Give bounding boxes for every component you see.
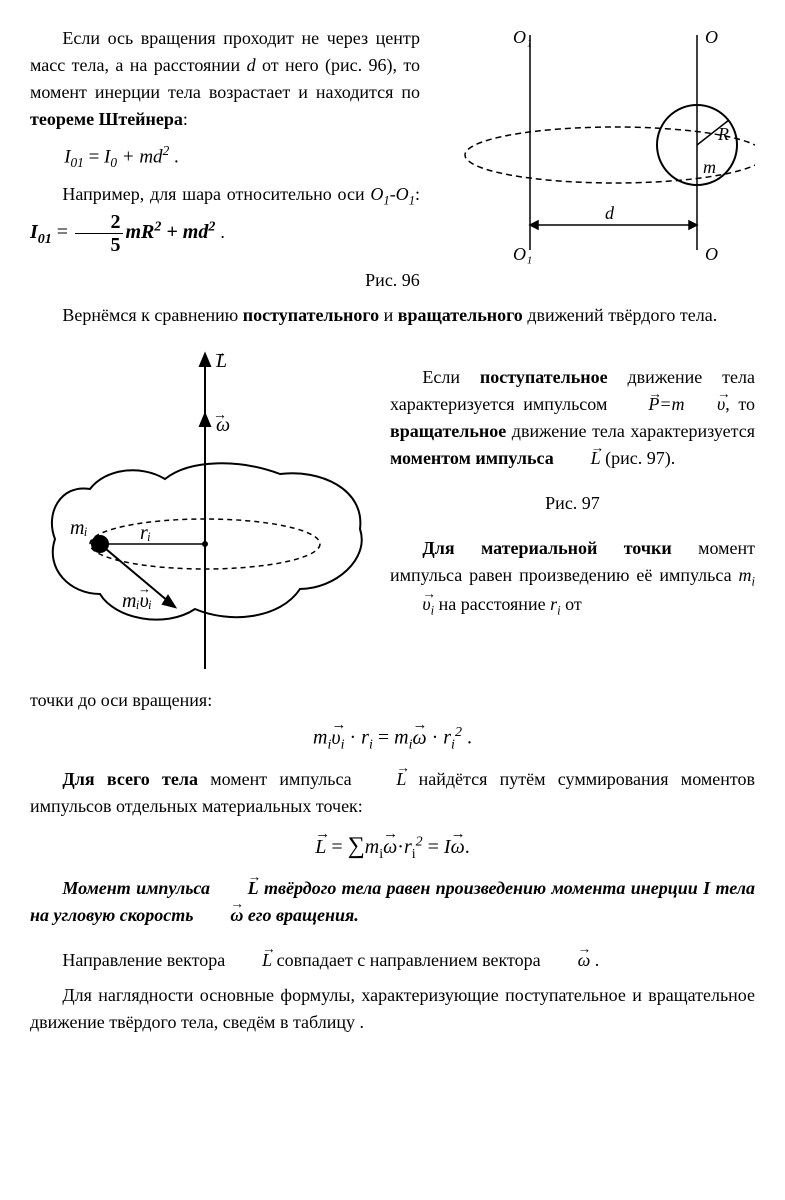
svg-text:→: →: [213, 346, 227, 361]
para-2: Например, для шара относительно оси О1-О…: [30, 181, 420, 255]
lbl-d: d: [605, 203, 615, 223]
para-7: Момент импульса L твёрдого тела равен пр…: [30, 875, 755, 929]
section-momentum: L → ω → mᵢ rᵢ mᵢυᵢ → Если поступательное…: [30, 339, 755, 679]
lbl-mi: mᵢ: [70, 517, 88, 539]
svg-text:→: →: [213, 408, 227, 423]
lbl-O1-bot: O₁: [513, 244, 532, 264]
caption-96: Рис. 96: [30, 267, 755, 294]
formula-4: L = ∑miω·ri2 = Iω.: [30, 828, 755, 865]
svg-text:→: →: [138, 581, 151, 596]
fig96-svg: O₁ O O₁ O R m d: [435, 25, 755, 265]
para-5b: точки до оси вращения:: [30, 687, 755, 714]
para-4: Если поступательное движение тела характ…: [390, 364, 755, 472]
para-9: Для наглядности основные формулы, характ…: [30, 982, 755, 1036]
formula-3: miυi · ri = miω · ri2 .: [30, 722, 755, 756]
para-1: Если ось вращения проходит не через цент…: [30, 25, 420, 133]
section-steiner: Если ось вращения проходит не через цент…: [30, 25, 755, 265]
col-text-1: Если ось вращения проходит не через цент…: [30, 25, 420, 265]
para-3: Вернёмся к сравнению поступательного и в…: [30, 302, 755, 329]
para-8: Направление вектора L совпадает с направ…: [30, 947, 755, 974]
lbl-O-bot: O: [705, 244, 718, 264]
para-5a: Для материальной точки момент импульса р…: [390, 535, 755, 621]
figure-97: L → ω → mᵢ rᵢ mᵢυᵢ →: [30, 339, 375, 679]
figure-96: O₁ O O₁ O R m d: [435, 25, 755, 265]
fig97-svg: L → ω → mᵢ rᵢ mᵢυᵢ →: [30, 339, 375, 679]
para-6: Для всего тела момент импульса L найдётс…: [30, 766, 755, 820]
col-text-2: Если поступательное движение тела характ…: [390, 339, 755, 679]
formula-1: I01 = I0 + md2 .: [30, 141, 420, 173]
lbl-O1-top: O₁: [513, 27, 532, 47]
caption-97: Рис. 97: [390, 490, 755, 517]
lbl-O-top: O: [705, 27, 718, 47]
lbl-m: m: [703, 157, 716, 177]
lbl-ri: rᵢ: [140, 522, 151, 544]
lbl-R: R: [717, 124, 729, 144]
